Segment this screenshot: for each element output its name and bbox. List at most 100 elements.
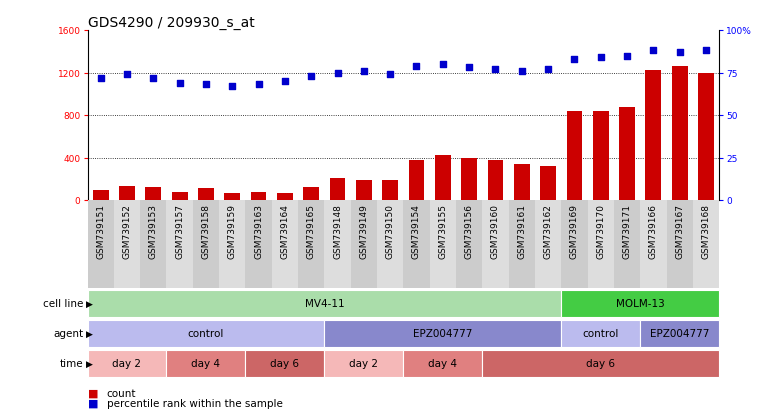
Text: GSM739154: GSM739154 — [412, 203, 421, 258]
Bar — [172, 192, 187, 201]
Text: GSM739166: GSM739166 — [649, 203, 658, 258]
Bar — [324, 320, 561, 347]
Text: GSM739149: GSM739149 — [359, 203, 368, 258]
Text: EPZ004777: EPZ004777 — [413, 328, 473, 338]
Point — [700, 48, 712, 55]
Bar — [488, 161, 503, 201]
Text: GDS4290 / 209930_s_at: GDS4290 / 209930_s_at — [88, 16, 254, 30]
Point — [253, 82, 265, 88]
Point — [279, 78, 291, 85]
Bar — [114, 201, 140, 288]
Bar — [167, 201, 193, 288]
Text: ▶: ▶ — [86, 358, 93, 368]
Text: GSM739157: GSM739157 — [175, 203, 184, 258]
Point — [673, 50, 686, 56]
Text: day 2: day 2 — [349, 358, 378, 368]
Bar — [435, 156, 451, 201]
Text: GSM739168: GSM739168 — [702, 203, 711, 258]
Bar — [593, 112, 609, 201]
Bar — [561, 201, 587, 288]
Text: ■: ■ — [88, 388, 98, 398]
Bar — [198, 189, 214, 201]
Text: GSM739148: GSM739148 — [333, 203, 342, 258]
Point — [121, 72, 133, 78]
Text: day 4: day 4 — [192, 358, 221, 368]
Bar — [224, 193, 240, 201]
Bar — [377, 201, 403, 288]
Bar — [304, 188, 319, 201]
Bar — [587, 201, 614, 288]
Text: GSM739161: GSM739161 — [517, 203, 527, 258]
Point — [463, 65, 475, 71]
Text: percentile rank within the sample: percentile rank within the sample — [107, 398, 282, 408]
Bar — [298, 201, 324, 288]
Point — [542, 66, 554, 73]
Text: GSM739152: GSM739152 — [123, 203, 132, 258]
Text: day 6: day 6 — [270, 358, 299, 368]
Text: GSM739159: GSM739159 — [228, 203, 237, 258]
Text: GSM739170: GSM739170 — [596, 203, 605, 258]
Point — [437, 62, 449, 68]
Text: GSM739164: GSM739164 — [280, 203, 289, 258]
Text: GSM739155: GSM739155 — [438, 203, 447, 258]
Bar — [382, 181, 398, 201]
Bar — [356, 181, 371, 201]
Bar — [535, 201, 561, 288]
Point — [489, 66, 501, 73]
Bar — [514, 164, 530, 201]
Point — [174, 80, 186, 87]
Bar — [403, 350, 482, 377]
Bar — [272, 201, 298, 288]
Bar — [482, 201, 508, 288]
Bar — [693, 201, 719, 288]
Point — [384, 72, 396, 78]
Bar — [88, 290, 561, 317]
Text: GSM739160: GSM739160 — [491, 203, 500, 258]
Text: ▶: ▶ — [86, 299, 93, 308]
Text: EPZ004777: EPZ004777 — [650, 328, 709, 338]
Text: GSM739162: GSM739162 — [543, 203, 552, 258]
Bar — [88, 350, 167, 377]
Bar — [456, 201, 482, 288]
Bar — [219, 201, 245, 288]
Text: count: count — [107, 388, 136, 398]
Point — [226, 83, 238, 90]
Text: GSM739151: GSM739151 — [96, 203, 105, 258]
Bar — [145, 188, 161, 201]
Text: day 4: day 4 — [428, 358, 457, 368]
Text: GSM739169: GSM739169 — [570, 203, 579, 258]
Text: GSM739163: GSM739163 — [254, 203, 263, 258]
Bar — [409, 161, 425, 201]
Bar — [566, 112, 582, 201]
Text: GSM739171: GSM739171 — [622, 203, 632, 258]
Bar — [614, 201, 640, 288]
Point — [332, 70, 344, 77]
Bar — [461, 159, 477, 201]
Point — [147, 75, 159, 82]
Text: day 2: day 2 — [113, 358, 142, 368]
Text: GSM739167: GSM739167 — [675, 203, 684, 258]
Text: GSM739165: GSM739165 — [307, 203, 316, 258]
Bar — [167, 350, 245, 377]
Point — [568, 57, 581, 63]
Text: GSM739150: GSM739150 — [386, 203, 395, 258]
Bar — [324, 201, 351, 288]
Text: MV4-11: MV4-11 — [304, 298, 344, 308]
Point — [621, 53, 633, 59]
Bar — [88, 201, 114, 288]
Text: ■: ■ — [88, 398, 98, 408]
Text: GSM739158: GSM739158 — [202, 203, 211, 258]
Text: time: time — [60, 358, 84, 368]
Point — [594, 55, 607, 62]
Text: day 6: day 6 — [586, 358, 615, 368]
Bar — [540, 166, 556, 201]
Point — [516, 68, 528, 75]
Bar — [119, 187, 135, 201]
Bar — [277, 194, 293, 201]
Text: agent: agent — [53, 328, 84, 338]
Bar — [351, 201, 377, 288]
Bar — [245, 201, 272, 288]
Text: MOLM-13: MOLM-13 — [616, 298, 664, 308]
Bar — [667, 201, 693, 288]
Bar — [645, 71, 661, 201]
